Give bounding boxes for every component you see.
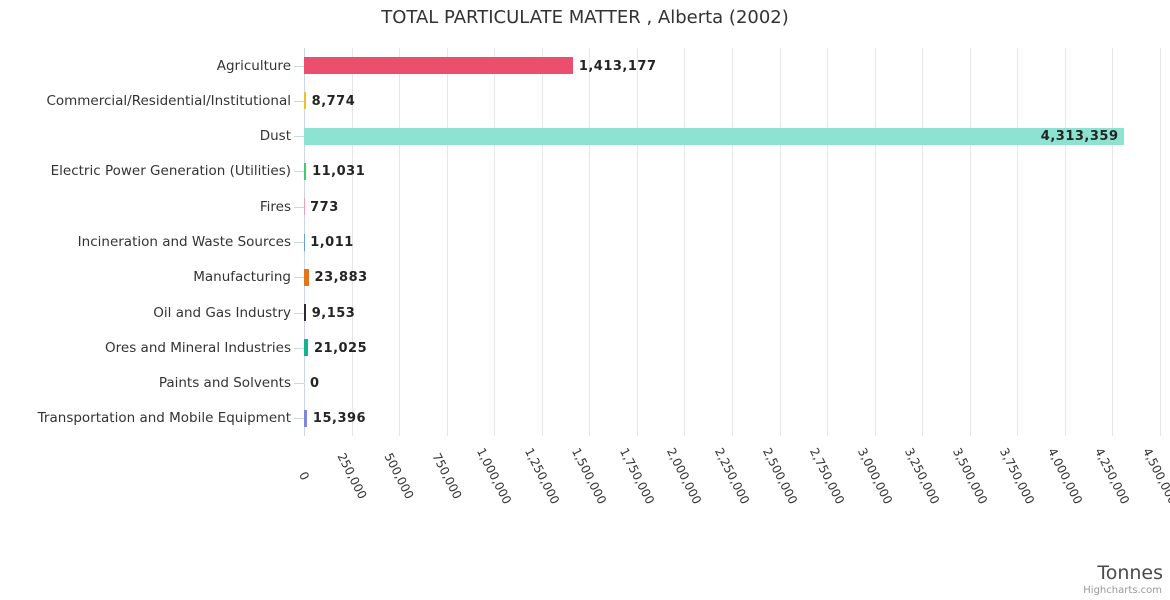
- value-label: 9,153: [311, 306, 356, 321]
- category-tick: [294, 207, 304, 208]
- category-tick: [294, 418, 304, 419]
- category-label: Fires: [259, 199, 291, 215]
- category-label: Oil and Gas Industry: [153, 305, 291, 321]
- x-tick-label: 2,000,000: [664, 445, 705, 507]
- bar[interactable]: [304, 410, 307, 427]
- x-tick-label: 0: [296, 469, 312, 483]
- value-label: 1,011: [310, 235, 354, 250]
- gridline: [779, 48, 781, 436]
- gridline: [636, 48, 638, 436]
- x-axis-title: Tonnes: [1097, 562, 1163, 584]
- x-tick-label: 3,000,000: [854, 445, 895, 507]
- value-label: 11,031: [312, 164, 366, 179]
- gridline: [922, 48, 924, 436]
- x-tick-label: 250,000: [334, 450, 370, 502]
- category-tick: [294, 348, 304, 349]
- gridline: [399, 48, 401, 436]
- category-label: Electric Power Generation (Utilities): [50, 163, 291, 179]
- category-tick: [294, 101, 304, 102]
- bar[interactable]: [304, 339, 308, 356]
- bar[interactable]: [304, 57, 573, 74]
- x-tick-label: 3,750,000: [997, 445, 1038, 507]
- category-tick: [294, 383, 304, 384]
- category-tick: [294, 136, 304, 137]
- x-tick-label: 4,250,000: [1092, 445, 1133, 507]
- x-tick-label: 2,750,000: [807, 445, 848, 507]
- x-tick-label: 2,250,000: [711, 445, 753, 507]
- value-label: 8,774: [311, 94, 356, 109]
- gridline: [684, 48, 686, 436]
- gridline: [1160, 48, 1161, 436]
- value-label: 23,883: [314, 270, 368, 285]
- x-tick-label: 3,250,000: [902, 445, 943, 507]
- value-label: 773: [310, 200, 339, 215]
- x-tick-label: 750,000: [429, 450, 465, 502]
- gridline: [589, 48, 591, 436]
- value-label: 15,396: [312, 411, 367, 426]
- gridline: [1017, 48, 1019, 436]
- category-label: Commercial/Residential/Institutional: [46, 93, 291, 109]
- category-label: Paints and Solvents: [158, 375, 291, 391]
- bar[interactable]: [304, 92, 306, 109]
- category-axis-line: [304, 48, 305, 436]
- category-label: Agriculture: [216, 58, 291, 74]
- category-label: Incineration and Waste Sources: [77, 234, 291, 250]
- value-label: 4,313,359: [1040, 129, 1119, 144]
- value-label: 21,025: [313, 341, 368, 356]
- bar[interactable]: [304, 163, 307, 180]
- value-label: 1,413,177: [578, 59, 657, 74]
- x-tick-label: 4,000,000: [1044, 445, 1085, 507]
- x-tick-label: 1,750,000: [616, 445, 657, 507]
- gridline: [827, 48, 829, 436]
- gridline: [494, 48, 496, 436]
- x-tick-label: 2,500,000: [759, 445, 800, 507]
- highcharts-credits-link[interactable]: Highcharts.com: [1083, 585, 1162, 596]
- gridline: [541, 48, 543, 436]
- gridline: [446, 48, 448, 436]
- chart-title: TOTAL PARTICULATE MATTER , Alberta (2002…: [381, 7, 789, 28]
- category-tick: [294, 66, 304, 67]
- gridline: [1112, 48, 1114, 436]
- gridline: [732, 48, 733, 436]
- x-tick-label: 500,000: [381, 450, 417, 502]
- x-tick-label: 1,250,000: [521, 445, 562, 507]
- category-label: Ores and Mineral Industries: [105, 340, 291, 356]
- category-label: Manufacturing: [193, 269, 291, 285]
- gridline: [969, 48, 971, 436]
- bar[interactable]: [304, 269, 309, 286]
- category-tick: [294, 277, 304, 278]
- gridline: [351, 48, 353, 436]
- x-tick-label: 1,500,000: [569, 445, 610, 507]
- bar[interactable]: [304, 128, 1125, 145]
- category-tick: [294, 171, 304, 172]
- category-label: Dust: [259, 128, 291, 144]
- x-tick-label: 3,500,000: [949, 445, 990, 507]
- gridline: [1064, 48, 1066, 436]
- bar[interactable]: [304, 304, 306, 321]
- category-tick: [294, 242, 304, 243]
- category-tick: [294, 313, 304, 314]
- category-label: Transportation and Mobile Equipment: [37, 410, 291, 426]
- gridline: [874, 48, 876, 436]
- x-tick-label: 4,500,000: [1139, 445, 1170, 507]
- value-label: 0: [310, 376, 320, 391]
- x-tick-label: 1,000,000: [474, 445, 515, 507]
